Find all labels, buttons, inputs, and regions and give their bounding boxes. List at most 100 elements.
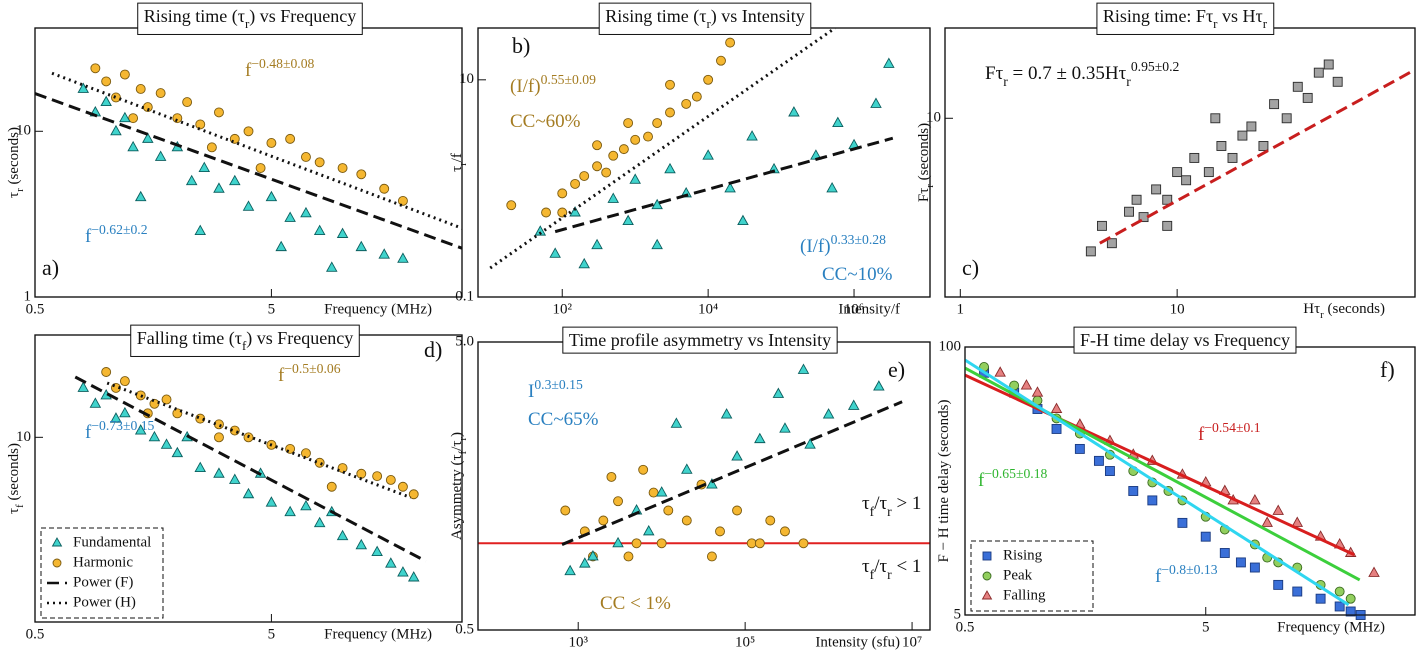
- point: [780, 526, 790, 537]
- point: [994, 366, 1006, 377]
- x-tick-label: 10²: [552, 301, 572, 317]
- chart-title-part: Falling time (τ: [137, 328, 242, 349]
- point: [631, 538, 642, 549]
- annotation-part: 0.55±0.09: [541, 72, 597, 87]
- x-axis-label: Frequency (MHz): [1277, 619, 1385, 635]
- legend-label: Peak: [1003, 567, 1033, 583]
- x-tick-label: 10³: [568, 634, 588, 650]
- annotation-part: (I/f): [510, 76, 541, 97]
- annotation-part: /τ: [874, 556, 887, 577]
- y-axis-label-part: τ: [6, 192, 22, 198]
- annotation: f−0.62±0.2: [85, 222, 148, 248]
- panel-label: a): [42, 255, 59, 280]
- point: [119, 376, 130, 387]
- point: [1273, 579, 1284, 590]
- chart-title-part: Rising time (τ: [144, 6, 245, 27]
- annotation-part: f: [85, 422, 92, 443]
- y-tick-label: 1: [24, 288, 32, 304]
- point: [242, 487, 255, 499]
- annotation-part: −0.73±0.15: [91, 418, 154, 433]
- x-axis-label: Frequency (MHz): [324, 626, 432, 642]
- point: [134, 190, 147, 202]
- point: [873, 380, 885, 391]
- point: [1203, 167, 1214, 178]
- point: [1131, 194, 1142, 205]
- y-axis-label-part: (seconds): [6, 443, 22, 504]
- point: [385, 557, 397, 568]
- y-tick-label: 10: [926, 110, 941, 126]
- point: [1216, 141, 1227, 151]
- point: [1313, 67, 1324, 78]
- point: [214, 419, 224, 430]
- point: [1128, 486, 1139, 496]
- point: [172, 113, 183, 124]
- point: [691, 91, 702, 102]
- title-box: [598, 2, 812, 35]
- annotation: f−0.8±0.13: [1155, 562, 1218, 588]
- x-tick-label: 5: [268, 626, 276, 642]
- point: [981, 590, 993, 600]
- point: [564, 564, 576, 576]
- x-axis-label: Hτr (seconds): [1303, 301, 1385, 321]
- point: [606, 471, 617, 482]
- point: [623, 118, 634, 128]
- annotation-part: −0.5±0.06: [284, 361, 340, 376]
- point: [826, 181, 838, 193]
- annotation-part: CC~60%: [510, 111, 581, 132]
- point: [284, 505, 296, 517]
- y-axis-label-part: r: [457, 437, 469, 441]
- y-axis-label: τr (seconds): [6, 127, 26, 198]
- point: [982, 571, 992, 581]
- point: [110, 124, 122, 136]
- point: [716, 55, 726, 66]
- point: [301, 448, 311, 459]
- y-axis-label-part: f: [457, 450, 469, 454]
- x-axis-label: Intensity/f: [838, 301, 900, 317]
- fit-line: [489, 28, 836, 270]
- annotation-part: 0.33±0.28: [831, 232, 887, 247]
- point: [870, 97, 882, 108]
- point: [194, 461, 207, 472]
- panel-label: d): [424, 337, 442, 362]
- point: [1050, 402, 1063, 413]
- point: [378, 248, 390, 259]
- point: [1315, 593, 1326, 604]
- chart-title-part: Rising time (τ: [605, 6, 706, 27]
- point: [243, 126, 254, 137]
- title-box: [137, 2, 363, 35]
- point: [651, 238, 663, 250]
- point: [1246, 121, 1257, 132]
- x-tick-label: 10⁷: [902, 634, 922, 650]
- chart-title-part: ) vs Frequency: [246, 328, 353, 349]
- y-axis-label-part: (seconds): [6, 127, 22, 188]
- point: [598, 515, 609, 526]
- point: [100, 95, 112, 107]
- point: [119, 406, 131, 418]
- point: [607, 192, 619, 203]
- annotation-part: −0.8±0.13: [1161, 562, 1217, 577]
- point: [1292, 586, 1303, 597]
- point: [90, 63, 101, 74]
- annotation-part: = 0.7 ± 0.35Hτ: [1008, 63, 1127, 84]
- point: [397, 481, 408, 492]
- point: [355, 240, 368, 252]
- chart-title: Rising time: Fτr vs Hτr: [1103, 6, 1268, 31]
- y-axis-label-part: τ: [6, 508, 22, 514]
- point: [182, 97, 193, 108]
- y-tick-label: 10: [16, 123, 31, 139]
- point: [1249, 562, 1260, 573]
- y-axis-label-part: Fτ: [916, 188, 932, 202]
- point: [194, 224, 207, 236]
- point: [213, 467, 225, 478]
- annotation: f−0.48±0.08: [245, 56, 315, 82]
- y-axis-label-part: (seconds): [916, 123, 932, 184]
- legend-label: Rising: [1003, 547, 1043, 563]
- point: [214, 107, 224, 118]
- point: [648, 487, 659, 498]
- point: [715, 526, 725, 537]
- point: [142, 132, 154, 143]
- y-axis-label-part: ): [449, 432, 465, 437]
- annotation: I0.3±0.15: [528, 377, 583, 403]
- annotation-part: /τ: [874, 493, 887, 514]
